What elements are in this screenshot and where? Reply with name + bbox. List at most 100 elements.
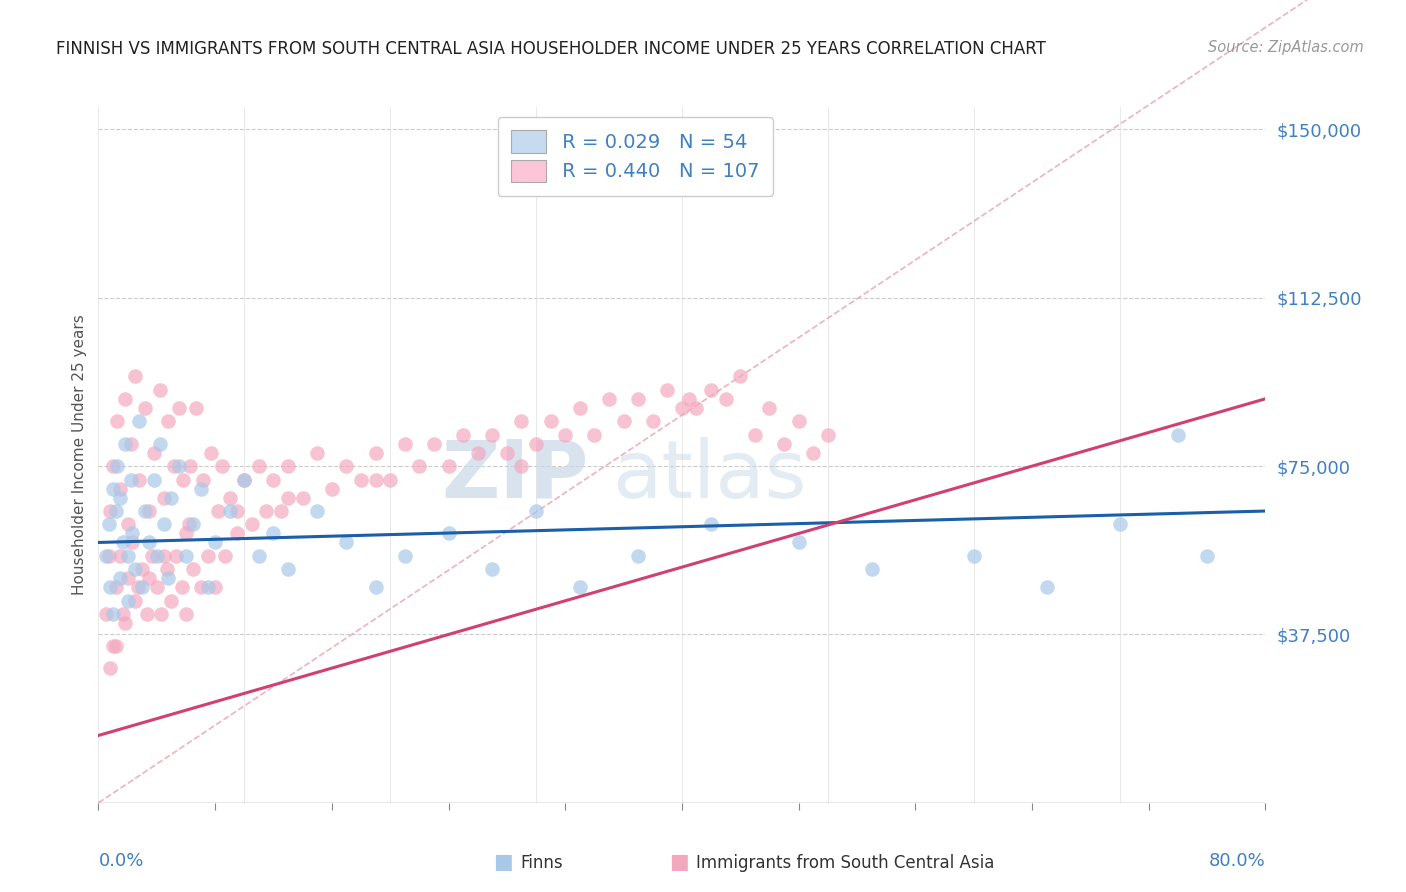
- Legend:  R = 0.029   N = 54,  R = 0.440   N = 107: R = 0.029 N = 54, R = 0.440 N = 107: [498, 117, 773, 195]
- Point: [270, 504, 292, 518]
- Point: [218, 504, 240, 518]
- Point: [1195, 549, 1218, 563]
- Point: [350, 473, 373, 487]
- Point: [101, 482, 124, 496]
- Point: [262, 473, 284, 487]
- Text: Source: ZipAtlas.com: Source: ZipAtlas.com: [1208, 40, 1364, 55]
- Point: [1035, 580, 1057, 594]
- Point: [240, 517, 263, 532]
- Text: Finns: Finns: [520, 855, 562, 872]
- Point: [364, 580, 387, 594]
- Point: [131, 580, 153, 594]
- Point: [165, 549, 187, 563]
- Text: 80.0%: 80.0%: [1209, 852, 1265, 870]
- Point: [98, 661, 121, 675]
- Point: [233, 473, 256, 487]
- Point: [114, 392, 136, 406]
- Point: [167, 401, 190, 415]
- Point: [307, 504, 329, 518]
- Point: [150, 607, 173, 622]
- Point: [177, 517, 200, 532]
- Point: [117, 571, 139, 585]
- Point: [207, 504, 229, 518]
- Point: [174, 607, 197, 622]
- Point: [117, 517, 139, 532]
- Point: [105, 414, 128, 428]
- Point: [211, 459, 233, 474]
- Point: [394, 436, 416, 450]
- Point: [423, 436, 446, 450]
- Text: FINNISH VS IMMIGRANTS FROM SOUTH CENTRAL ASIA HOUSEHOLDER INCOME UNDER 25 YEARS : FINNISH VS IMMIGRANTS FROM SOUTH CENTRAL…: [56, 40, 1046, 58]
- Point: [744, 427, 766, 442]
- Point: [131, 562, 153, 576]
- Point: [657, 383, 679, 397]
- Point: [700, 517, 723, 532]
- Point: [200, 445, 222, 459]
- Point: [121, 535, 143, 549]
- Point: [214, 549, 236, 563]
- Point: [700, 383, 723, 397]
- Point: [510, 414, 533, 428]
- Point: [481, 562, 503, 576]
- Point: [467, 445, 489, 459]
- Point: [773, 436, 796, 450]
- Point: [860, 562, 883, 576]
- Point: [138, 571, 160, 585]
- Point: [104, 580, 127, 594]
- Point: [135, 607, 157, 622]
- Point: [124, 369, 146, 384]
- Point: [758, 401, 780, 415]
- Point: [174, 549, 197, 563]
- Point: [510, 459, 533, 474]
- Point: [172, 473, 194, 487]
- Point: [540, 414, 562, 428]
- Point: [149, 436, 172, 450]
- Point: [378, 473, 402, 487]
- Point: [787, 414, 810, 428]
- Point: [110, 549, 132, 563]
- Point: [394, 549, 416, 563]
- Point: [262, 526, 284, 541]
- Point: [197, 580, 219, 594]
- Point: [291, 491, 314, 505]
- Point: [277, 562, 299, 576]
- Point: [481, 427, 503, 442]
- Point: [146, 580, 169, 594]
- Point: [153, 549, 176, 563]
- Point: [193, 473, 215, 487]
- Point: [190, 580, 212, 594]
- Text: ■: ■: [669, 853, 689, 872]
- Point: [138, 535, 160, 549]
- Point: [678, 392, 700, 406]
- Point: [98, 504, 121, 518]
- Point: [233, 473, 256, 487]
- Point: [117, 594, 139, 608]
- Point: [101, 607, 124, 622]
- Point: [568, 401, 591, 415]
- Y-axis label: Householder Income Under 25 years: Householder Income Under 25 years: [72, 315, 87, 595]
- Point: [817, 427, 839, 442]
- Text: atlas: atlas: [612, 437, 806, 515]
- Point: [197, 549, 219, 563]
- Text: ZIP: ZIP: [441, 437, 589, 515]
- Point: [204, 580, 226, 594]
- Point: [671, 401, 693, 415]
- Point: [307, 445, 329, 459]
- Point: [134, 401, 156, 415]
- Point: [554, 427, 576, 442]
- Point: [104, 504, 127, 518]
- Point: [451, 427, 474, 442]
- Point: [218, 491, 240, 505]
- Point: [156, 562, 179, 576]
- Point: [627, 549, 650, 563]
- Point: [124, 594, 146, 608]
- Point: [583, 427, 606, 442]
- Point: [167, 459, 190, 474]
- Point: [104, 639, 127, 653]
- Point: [101, 639, 124, 653]
- Point: [160, 594, 183, 608]
- Point: [94, 607, 117, 622]
- Point: [728, 369, 751, 384]
- Point: [321, 482, 343, 496]
- Point: [495, 445, 517, 459]
